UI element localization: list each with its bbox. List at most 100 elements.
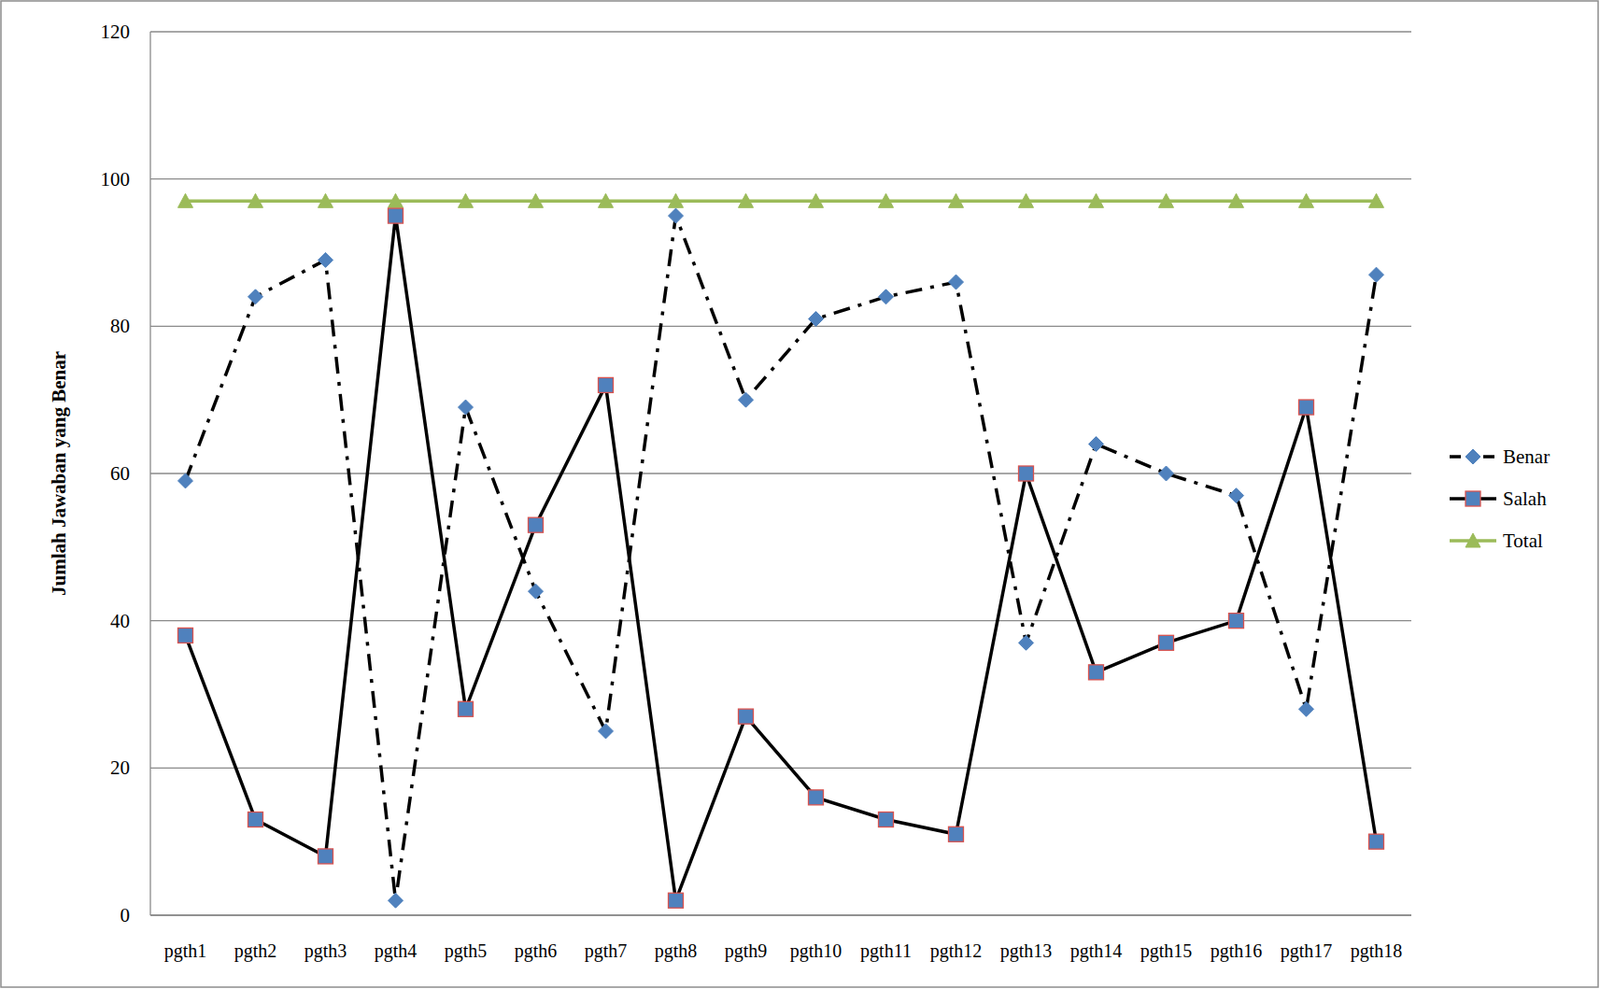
series-marker [598,377,614,393]
x-tick-label: pgth18 [1350,940,1403,963]
series-marker [598,193,614,208]
series-marker [948,193,964,208]
series-marker [528,193,544,208]
series-marker [1299,399,1315,415]
series-marker [1089,436,1105,452]
series-marker [1299,701,1315,717]
x-tick-label: pgth6 [514,940,558,963]
series-marker [458,701,474,717]
x-tick-label: pgth5 [444,940,488,963]
series-marker [1089,665,1105,680]
series-marker [808,193,824,208]
series-marker [738,708,754,724]
series-marker [1229,193,1245,208]
x-tick-label: pgth4 [374,940,418,963]
y-tick-label: 0 [120,904,131,927]
x-tick-label: pgth14 [1070,940,1123,963]
y-tick-label: 80 [110,314,130,338]
series-marker [948,274,964,290]
grid-line [150,767,1412,769]
series-marker [878,193,894,208]
series-marker [388,193,404,208]
grid-line [150,620,1412,622]
grid-line [150,325,1412,327]
x-tick-label: pgth12 [930,940,983,963]
x-tick-label: pgth2 [234,940,278,963]
plot-area [178,193,1385,908]
series-marker [1159,466,1175,482]
series-line [185,215,1377,901]
x-tick-label: pgth11 [860,940,912,963]
series-marker [318,193,334,208]
legend-marker [1465,533,1481,548]
x-tick-label: pgth3 [304,940,348,963]
series-line [185,215,1377,901]
series-marker [1369,834,1385,850]
series-marker [808,790,824,806]
series-marker [808,311,824,326]
y-tick-label: 40 [110,609,130,633]
series-marker [738,392,754,408]
series-marker [388,892,404,908]
x-tick-label: pgth1 [164,940,208,963]
series-marker [1229,613,1245,629]
frame [0,0,1599,988]
series-marker [1019,193,1034,208]
series-marker [948,826,964,842]
series-marker [1019,466,1034,482]
series-marker [1159,635,1175,651]
x-tick-label: pgth16 [1210,940,1263,963]
series-marker [318,252,334,268]
series-marker [388,208,404,224]
series-marker [1299,193,1315,208]
series-marker [1019,635,1034,651]
y-axis-title: Jumlah Jawaban yang Benar [47,351,71,596]
series-marker [1159,193,1175,208]
legend-label: Total [1502,529,1544,553]
x-tick-label: pgth7 [584,940,628,963]
y-tick-label: 20 [110,756,130,779]
series-marker [248,193,264,208]
legend-label: Benar [1502,445,1550,468]
series-marker [528,583,544,599]
series-line [185,199,1377,204]
x-tick-label: pgth13 [1000,940,1053,963]
series-marker [668,208,684,224]
y-tick-label: 120 [100,20,131,43]
legend-marker [1465,491,1481,507]
grid-line [150,472,1412,474]
series-marker [738,193,754,208]
series-marker [878,812,894,828]
grid-line [150,914,1412,916]
series-marker [668,193,684,208]
series-marker [1089,193,1105,208]
series-marker [178,627,194,643]
grid-line [150,178,1412,180]
x-tick-label: pgth8 [654,940,698,963]
x-tick-label: pgth17 [1280,940,1333,963]
y-tick-label: 60 [110,462,130,485]
series-marker [318,849,334,864]
series-marker [878,289,894,305]
x-tick-label: pgth9 [724,940,768,963]
series-marker [1369,267,1385,283]
legend-marker [1465,449,1481,465]
series-marker [1369,193,1385,208]
x-tick-label: pgth10 [790,940,843,963]
x-axis [150,914,1412,916]
series-marker [178,473,194,489]
series-marker [1229,488,1245,504]
series-marker [178,193,194,208]
series-marker [458,399,474,415]
grid-line [150,30,1412,32]
x-tick-label: pgth15 [1140,940,1193,963]
series-marker [668,892,684,908]
series-marker [598,723,614,739]
series-marker [248,289,264,305]
series-marker [458,193,474,208]
legend-label: Salah [1502,487,1547,510]
chart: 0 20 40 60 80 100 120 pgth1 pgth2 pgth3 pgth4 pgth5… [0,0,1600,989]
series-marker [528,517,544,533]
y-tick-label: 100 [100,168,131,191]
y-axis [149,31,151,916]
